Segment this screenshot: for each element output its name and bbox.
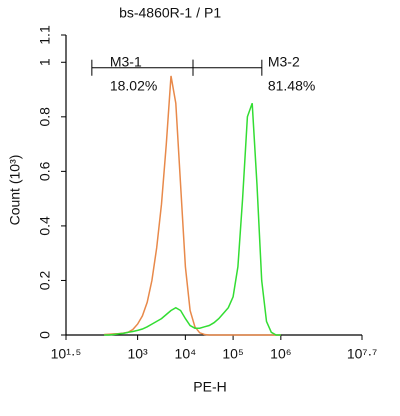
x-tick-label: 10³ <box>127 346 148 362</box>
y-tick-label: 1.1 <box>37 25 53 45</box>
histogram-line <box>104 102 281 336</box>
x-axis-label: PE-H <box>193 379 226 395</box>
histogram-line <box>104 75 281 336</box>
y-tick-label: 0.2 <box>37 271 53 291</box>
y-tick-label: 0.4 <box>37 216 53 236</box>
y-tick-label: 0.6 <box>37 161 53 181</box>
chart-title: bs-4860R-1 / <box>119 5 200 21</box>
x-tick-label: 10⁶ <box>270 346 291 362</box>
y-tick-label: 0.8 <box>37 107 53 127</box>
gate-percent: 18.02% <box>110 77 157 93</box>
gate-name: M3-2 <box>268 53 300 69</box>
x-tick-label: 10⁷·⁷ <box>347 346 377 362</box>
gate-percent: 81.48% <box>268 77 315 93</box>
gate-title: P1 <box>204 5 221 21</box>
gate-name: M3-1 <box>110 53 142 69</box>
y-tick-label: 0 <box>37 331 53 339</box>
y-tick-label: 1 <box>37 58 53 66</box>
x-tick-label: 10⁴ <box>175 346 197 362</box>
y-axis-label: Count (10³) <box>7 155 23 226</box>
x-tick-label: 10¹·⁵ <box>51 346 82 362</box>
x-tick-label: 10⁵ <box>222 346 243 362</box>
